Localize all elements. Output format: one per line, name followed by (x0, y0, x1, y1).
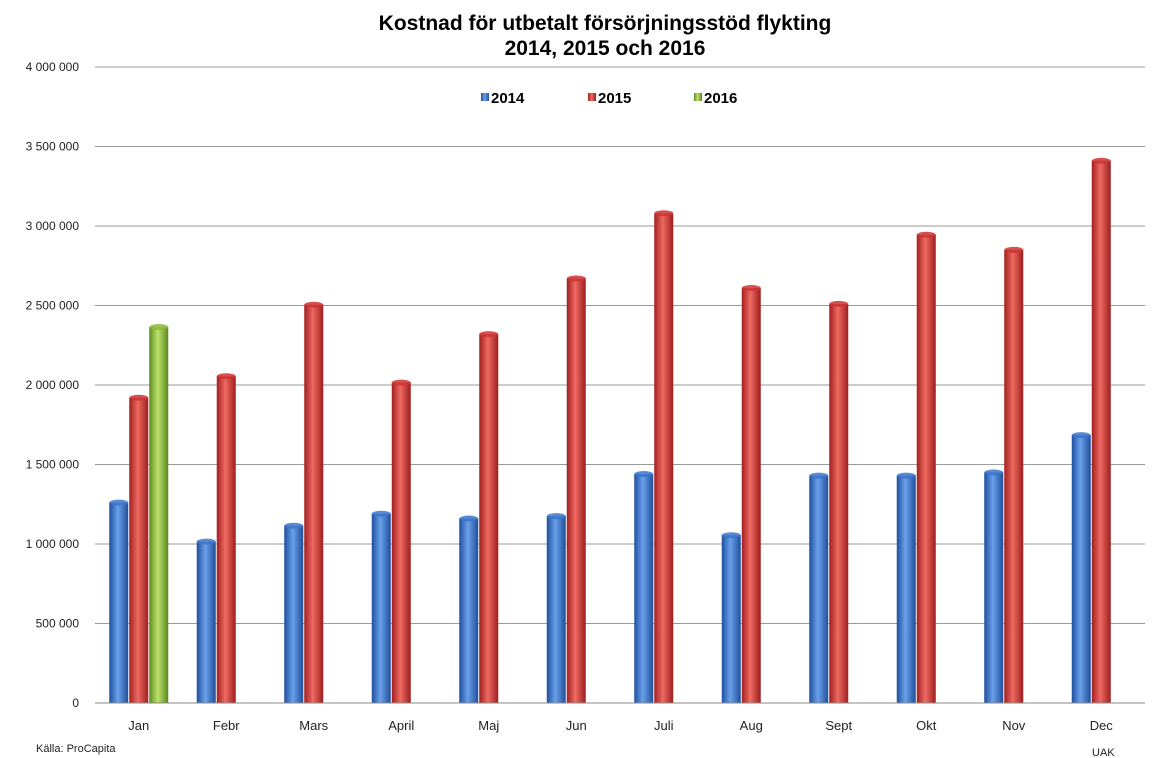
bar-2015-okt (916, 234, 936, 703)
bar-cap-2014-febr (196, 538, 216, 545)
y-tick-label: 500 000 (36, 617, 80, 631)
bar-2014-okt (896, 475, 916, 703)
legend-swatch-2016 (694, 93, 702, 101)
y-tick-label: 1 500 000 (26, 458, 80, 472)
bar-cap-2015-jun (566, 275, 586, 282)
x-tick-label: Maj (478, 718, 499, 733)
bar-2014-jan (109, 502, 129, 703)
legend-label-2015: 2015 (598, 90, 631, 107)
x-tick-label: Nov (1002, 718, 1026, 733)
bar-cap-2015-dec (1091, 157, 1111, 164)
bar-cap-2016-jan (149, 323, 169, 330)
source-note: Källa: ProCapita (36, 743, 116, 755)
bar-cap-2014-nov (984, 469, 1004, 476)
bar-cap-2015-april (391, 379, 411, 386)
bar-2014-maj (459, 518, 479, 703)
x-axis-tick-labels: Jan Febr Mars April Maj Jun Juli Aug Sept Okt Nov D… (128, 718, 1113, 733)
x-tick-label: Sept (825, 718, 852, 733)
bars (109, 157, 1111, 703)
x-tick-label: Juli (654, 718, 674, 733)
bar-2014-mars (284, 525, 304, 703)
bar-2015-aug (741, 288, 761, 703)
bar-2015-april (391, 382, 411, 703)
bar-2015-dec (1091, 160, 1111, 703)
bar-cap-2015-mars (304, 301, 324, 308)
x-tick-label: Dec (1090, 718, 1114, 733)
x-tick-label: Aug (740, 718, 763, 733)
legend-swatch-2015 (588, 93, 596, 101)
bar-cap-2014-dec (1071, 432, 1091, 439)
bar-2014-sept (809, 475, 829, 703)
bar-2015-maj (479, 334, 499, 703)
x-tick-label: Jan (128, 718, 149, 733)
bar-2014-april (371, 513, 391, 703)
y-tick-label: 0 (72, 696, 79, 710)
y-axis-tick-labels: 0 500 000 1 000 000 1 500 000 2 000 000 2 500… (26, 60, 80, 710)
bar-cap-2014-okt (896, 472, 916, 479)
bar-cap-2015-maj (479, 331, 499, 338)
bar-2015-sept (829, 303, 849, 703)
chart-title-line1: Kostnad för utbetalt försörjningsstöd fl… (379, 12, 832, 35)
bar-2014-jun (546, 516, 566, 703)
bar-2015-juli (654, 213, 674, 703)
y-tick-label: 2 000 000 (26, 378, 80, 392)
bar-cap-2015-juli (654, 210, 674, 217)
bar-2016-jan (149, 326, 169, 703)
x-tick-label: Febr (213, 718, 240, 733)
bar-2014-nov (984, 472, 1004, 703)
x-tick-label: April (388, 718, 414, 733)
bar-cap-2015-sept (829, 300, 849, 307)
bar-cap-2014-mars (284, 522, 304, 529)
x-tick-label: Mars (299, 718, 328, 733)
y-tick-label: 3 000 000 (26, 219, 80, 233)
bar-cap-2014-sept (809, 472, 829, 479)
bar-2015-nov (1004, 249, 1024, 703)
author-note: UAK (1092, 747, 1115, 758)
bar-cap-2014-april (371, 510, 391, 517)
chart-title-line2: 2014, 2015 och 2016 (505, 37, 706, 60)
bar-cap-2014-jun (546, 513, 566, 520)
bar-cap-2014-juli (634, 471, 654, 478)
y-tick-label: 4 000 000 (26, 60, 80, 74)
bar-cap-2014-jan (109, 499, 129, 506)
legend-label-2016: 2016 (704, 90, 737, 107)
bar-2014-aug (721, 535, 741, 703)
bar-cap-2015-aug (741, 285, 761, 292)
bar-2015-jun (566, 278, 586, 703)
bar-cap-2014-aug (721, 532, 741, 539)
y-tick-label: 2 500 000 (26, 299, 80, 313)
legend-swatch-2014 (481, 93, 489, 101)
y-tick-label: 1 000 000 (26, 537, 80, 551)
y-tick-label: 3 500 000 (26, 140, 80, 154)
bar-2015-jan (129, 397, 149, 703)
bar-cap-2015-febr (216, 373, 236, 380)
legend-label-2014: 2014 (491, 90, 525, 107)
legend: 2014 2015 2016 (481, 90, 737, 107)
bar-2015-febr (216, 376, 236, 703)
bar-2014-juli (634, 474, 654, 703)
bar-cap-2015-nov (1004, 246, 1024, 253)
bar-cap-2014-maj (459, 515, 479, 522)
bar-2015-mars (304, 304, 324, 703)
x-tick-label: Okt (916, 718, 937, 733)
bar-cap-2015-okt (916, 231, 936, 238)
x-tick-label: Jun (566, 718, 587, 733)
gridlines (95, 66, 1145, 624)
bar-cap-2015-jan (129, 394, 149, 401)
bar-2014-febr (196, 541, 216, 703)
bar-2014-dec (1071, 435, 1091, 703)
